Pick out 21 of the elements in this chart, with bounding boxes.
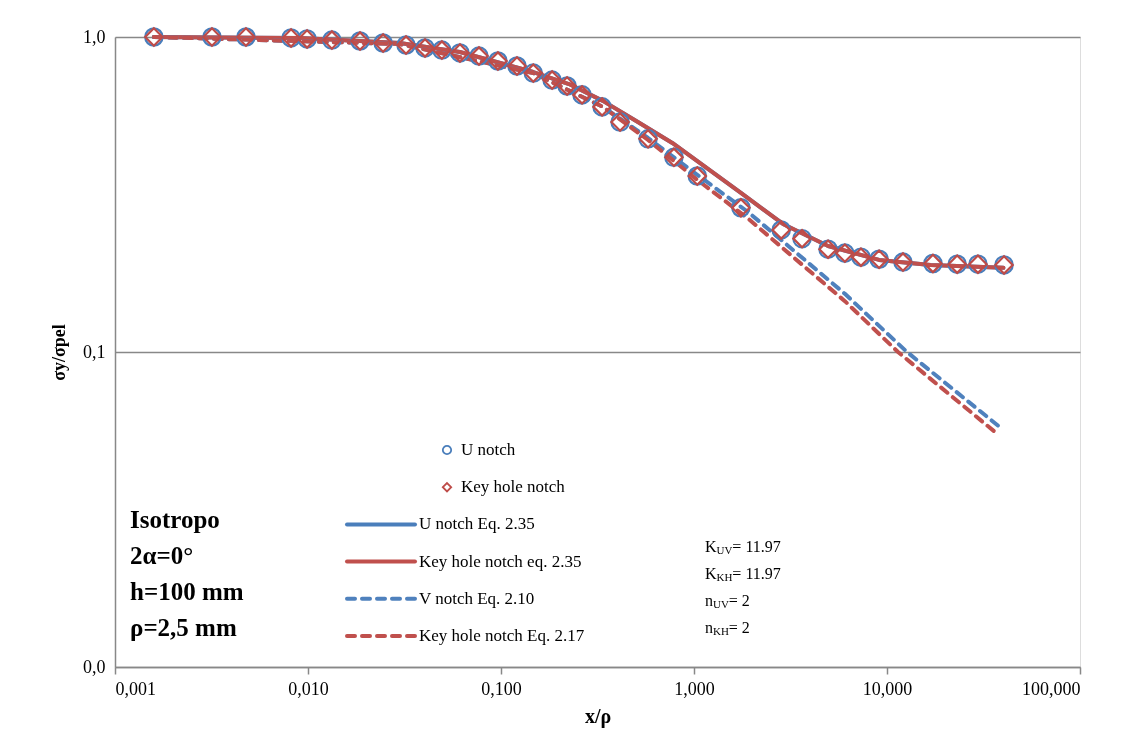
y-tick-label: 0,0 [83, 656, 106, 677]
y-axis-title: σy/σpel [49, 324, 69, 381]
x-tick-label: 0,100 [481, 678, 522, 699]
x-tick-label: 1,000 [674, 678, 715, 699]
annotation: ρ=2,5 mm [130, 614, 237, 641]
y-tick-label: 1,0 [83, 26, 106, 47]
x-tick-label: 0,001 [115, 678, 156, 699]
x-axis-title: x/ρ [584, 704, 612, 728]
y-tick-label: 0,1 [83, 341, 106, 362]
annotation: h=100 mm [130, 578, 244, 605]
legend-label: Key hole notch eq. 2.35 [419, 551, 582, 571]
legend-label: U notch Eq. 2.35 [419, 514, 535, 534]
x-tick-label: 10,000 [862, 678, 913, 699]
legend-label: Key hole notch [461, 477, 566, 497]
legend-label: U notch [461, 440, 516, 459]
annotation: Isotropo [130, 506, 220, 533]
x-tick-label: 0,010 [288, 678, 329, 699]
legend-label: Key hole notch Eq. 2.17 [419, 626, 585, 645]
legend-label: V notch Eq. 2.10 [419, 588, 535, 608]
annotation: 2α=0° [130, 542, 194, 569]
x-tick-label: 100,000 [1022, 678, 1081, 699]
